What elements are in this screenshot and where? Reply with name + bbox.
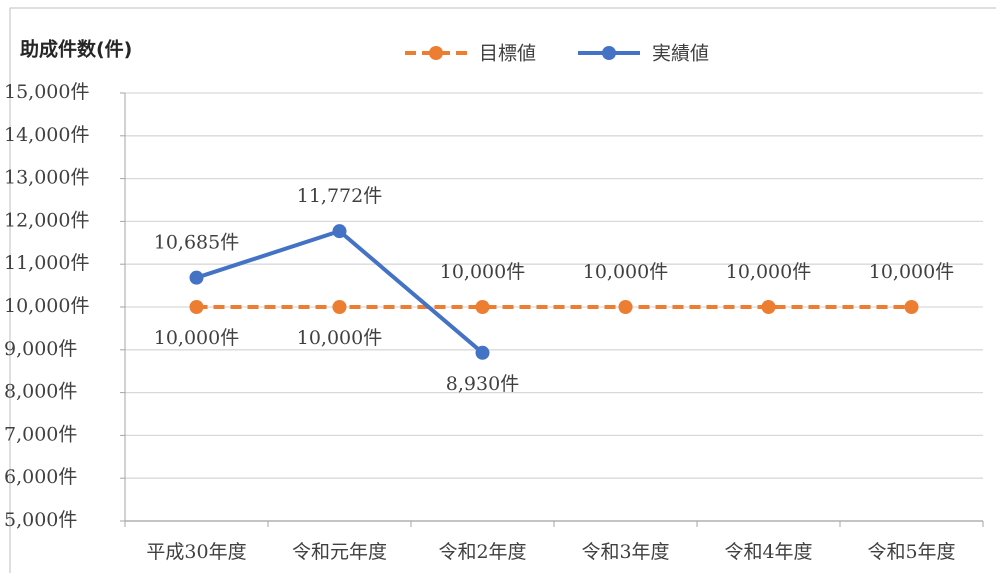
data-label: 10,000件 bbox=[583, 261, 668, 283]
legend-marker bbox=[429, 46, 443, 60]
data-label: 10,000件 bbox=[440, 261, 525, 283]
data-point bbox=[618, 300, 633, 314]
y-tick-label: 11,000件 bbox=[4, 252, 89, 274]
x-tick-label: 令和元年度 bbox=[292, 541, 387, 563]
data-point bbox=[761, 300, 776, 314]
data-point bbox=[332, 300, 347, 314]
y-tick-label: 14,000件 bbox=[4, 124, 89, 146]
y-tick-label: 9,000件 bbox=[4, 338, 77, 360]
legend-marker bbox=[602, 46, 616, 60]
x-tick-label: 令和4年度 bbox=[724, 541, 812, 563]
legend-label: 実績値 bbox=[652, 43, 709, 65]
data-point bbox=[189, 300, 204, 314]
data-point bbox=[904, 300, 919, 314]
y-tick-label: 12,000件 bbox=[4, 209, 89, 231]
data-point bbox=[475, 300, 490, 314]
data-label: 10,000件 bbox=[297, 327, 382, 349]
chart-frame bbox=[9, 7, 996, 573]
y-tick-label: 8,000件 bbox=[4, 381, 77, 403]
y-tick-label: 13,000件 bbox=[4, 167, 89, 189]
y-tick-label: 6,000件 bbox=[4, 466, 77, 488]
data-label: 11,772件 bbox=[297, 185, 382, 207]
y-axis-title: 助成件数(件) bbox=[20, 38, 132, 61]
data-point bbox=[475, 345, 490, 360]
y-tick-label: 5,000件 bbox=[4, 509, 77, 531]
x-tick-label: 令和3年度 bbox=[581, 541, 669, 563]
data-point bbox=[332, 224, 347, 239]
y-tick-label: 10,000件 bbox=[4, 295, 89, 317]
legend-label: 目標値 bbox=[479, 43, 536, 65]
x-tick-label: 平成30年度 bbox=[146, 541, 246, 563]
data-label: 10,000件 bbox=[154, 327, 239, 349]
data-point bbox=[189, 270, 204, 285]
data-label: 10,685件 bbox=[154, 232, 239, 254]
data-label: 8,930件 bbox=[446, 373, 519, 395]
y-tick-label: 15,000件 bbox=[4, 81, 89, 103]
y-tick-label: 7,000件 bbox=[4, 423, 77, 445]
x-tick-label: 令和5年度 bbox=[867, 541, 955, 563]
x-tick-label: 令和2年度 bbox=[438, 541, 526, 563]
data-label: 10,000件 bbox=[869, 261, 954, 283]
data-label: 10,000件 bbox=[726, 261, 811, 283]
